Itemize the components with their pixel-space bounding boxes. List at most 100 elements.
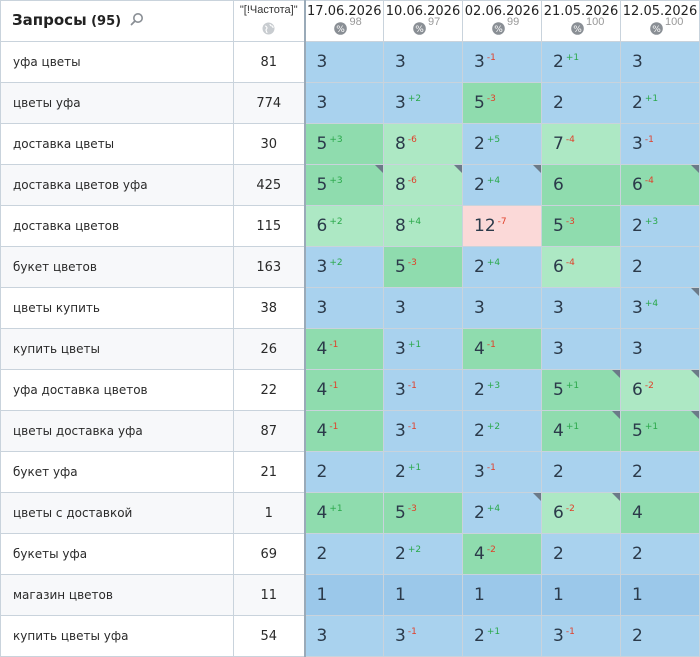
position-cell[interactable]: 2 +3	[620, 205, 700, 247]
search-icon[interactable]	[130, 12, 144, 31]
position-cell[interactable]: 3	[303, 615, 384, 657]
position-cell[interactable]: 3	[303, 41, 384, 83]
position-cell[interactable]: 4 +1	[303, 492, 384, 534]
query-text[interactable]: доставка цветов	[0, 205, 234, 247]
table-row[interactable]: цветы уфа 774 3 3 +2 5 -3 2 2 +1	[0, 82, 700, 124]
position-cell[interactable]: 2	[541, 533, 621, 575]
date-header-2[interactable]: 02.06.2026% 99	[462, 0, 542, 42]
table-row[interactable]: магазин цветов 11 1 1 1 1 1	[0, 574, 700, 616]
query-text[interactable]: цветы уфа	[0, 82, 234, 124]
table-row[interactable]: уфа доставка цветов 22 4 -1 3 -1 2 +3 5 +1 6 -2	[0, 369, 700, 411]
position-cell[interactable]: 5 -3	[383, 492, 463, 534]
position-cell[interactable]: 2	[541, 82, 621, 124]
position-cell[interactable]: 3	[541, 287, 621, 329]
query-text[interactable]: купить цветы	[0, 328, 234, 370]
position-cell[interactable]: 2 +2	[383, 533, 463, 575]
table-row[interactable]: купить цветы уфа 54 3 3 -1 2 +1 3 -1 2	[0, 615, 700, 657]
position-cell[interactable]: 5 +1	[541, 369, 621, 411]
position-cell[interactable]: 1	[462, 574, 542, 616]
table-row[interactable]: цветы купить 38 3 3 3 3 3 +4	[0, 287, 700, 329]
position-cell[interactable]: 2	[620, 451, 700, 493]
position-cell[interactable]: 3	[303, 82, 384, 124]
position-cell[interactable]: 6 +2	[303, 205, 384, 247]
position-cell[interactable]: 3 -1	[541, 615, 621, 657]
table-row[interactable]: купить цветы 26 4 -1 3 +1 4 -1 3 3	[0, 328, 700, 370]
position-cell[interactable]: 3	[383, 41, 463, 83]
position-cell[interactable]: 6 -4	[541, 246, 621, 288]
position-cell[interactable]: 3	[620, 41, 700, 83]
table-row[interactable]: букет уфа 21 2 2 +1 3 -1 2 2	[0, 451, 700, 493]
position-cell[interactable]: 3	[620, 328, 700, 370]
position-cell[interactable]: 2	[303, 451, 384, 493]
date-header-1[interactable]: 10.06.2026% 97	[383, 0, 463, 42]
date-header-4[interactable]: 12.05.2026% 100	[620, 0, 700, 42]
table-row[interactable]: доставка цветы 30 5 +3 8 -6 2 +5 7 -4 3 -1	[0, 123, 700, 165]
position-cell[interactable]: 8 -6	[383, 164, 463, 206]
query-text[interactable]: букет уфа	[0, 451, 234, 493]
position-cell[interactable]: 5 -3	[383, 246, 463, 288]
position-cell[interactable]: 5 -3	[541, 205, 621, 247]
query-text[interactable]: доставка цветов уфа	[0, 164, 234, 206]
query-text[interactable]: купить цветы уфа	[0, 615, 234, 657]
position-cell[interactable]: 4 -1	[303, 328, 384, 370]
position-cell[interactable]: 3	[303, 287, 384, 329]
position-cell[interactable]: 6	[541, 164, 621, 206]
position-cell[interactable]: 2 +5	[462, 123, 542, 165]
table-row[interactable]: уфа цветы 81 3 3 3 -1 2 +1 3	[0, 41, 700, 83]
query-text[interactable]: букеты уфа	[0, 533, 234, 575]
position-cell[interactable]: 2	[620, 246, 700, 288]
table-row[interactable]: цветы с доставкой 1 4 +1 5 -3 2 +4 6 -2 4	[0, 492, 700, 534]
position-cell[interactable]: 3	[462, 287, 542, 329]
table-row[interactable]: букет цветов 163 3 +2 5 -3 2 +4 6 -4 2	[0, 246, 700, 288]
position-cell[interactable]: 1	[383, 574, 463, 616]
position-cell[interactable]: 3 -1	[383, 615, 463, 657]
position-cell[interactable]: 6 -4	[620, 164, 700, 206]
position-cell[interactable]: 3 -1	[383, 369, 463, 411]
position-cell[interactable]: 4	[620, 492, 700, 534]
table-row[interactable]: цветы доставка уфа 87 4 -1 3 -1 2 +2 4 +1 5 +1	[0, 410, 700, 452]
position-cell[interactable]: 2 +1	[462, 615, 542, 657]
position-cell[interactable]: 4 -2	[462, 533, 542, 575]
position-cell[interactable]: 3 +2	[383, 82, 463, 124]
position-cell[interactable]: 2	[541, 451, 621, 493]
position-cell[interactable]: 2 +1	[383, 451, 463, 493]
query-text[interactable]: уфа доставка цветов	[0, 369, 234, 411]
position-cell[interactable]: 7 -4	[541, 123, 621, 165]
query-text[interactable]: букет цветов	[0, 246, 234, 288]
position-cell[interactable]: 12 -7	[462, 205, 542, 247]
position-cell[interactable]: 3 -1	[462, 41, 542, 83]
position-cell[interactable]: 5 +3	[303, 123, 384, 165]
position-cell[interactable]: 2 +1	[541, 41, 621, 83]
position-cell[interactable]: 2 +4	[462, 492, 542, 534]
position-cell[interactable]: 5 +3	[303, 164, 384, 206]
frequency-header[interactable]: "[!Частота]"	[233, 0, 305, 42]
position-cell[interactable]: 2	[303, 533, 384, 575]
table-row[interactable]: доставка цветов 115 6 +2 8 +4 12 -7 5 -3 2 +3	[0, 205, 700, 247]
position-cell[interactable]: 4 -1	[303, 369, 384, 411]
position-cell[interactable]: 3	[383, 287, 463, 329]
table-row[interactable]: доставка цветов уфа 425 5 +3 8 -6 2 +4 6 6 -4	[0, 164, 700, 206]
position-cell[interactable]: 8 +4	[383, 205, 463, 247]
query-text[interactable]: доставка цветы	[0, 123, 234, 165]
position-cell[interactable]: 2	[620, 615, 700, 657]
position-cell[interactable]: 3 -1	[462, 451, 542, 493]
position-cell[interactable]: 4 -1	[462, 328, 542, 370]
position-cell[interactable]: 4 -1	[303, 410, 384, 452]
query-text[interactable]: уфа цветы	[0, 41, 234, 83]
position-cell[interactable]: 1	[620, 574, 700, 616]
position-cell[interactable]: 5 +1	[620, 410, 700, 452]
position-cell[interactable]: 3	[541, 328, 621, 370]
position-cell[interactable]: 8 -6	[383, 123, 463, 165]
position-cell[interactable]: 2 +4	[462, 246, 542, 288]
position-cell[interactable]: 2 +1	[620, 82, 700, 124]
query-text[interactable]: цветы купить	[0, 287, 234, 329]
query-text[interactable]: магазин цветов	[0, 574, 234, 616]
position-cell[interactable]: 3 +4	[620, 287, 700, 329]
position-cell[interactable]: 2 +4	[462, 164, 542, 206]
position-cell[interactable]: 2 +3	[462, 369, 542, 411]
table-row[interactable]: букеты уфа 69 2 2 +2 4 -2 2 2	[0, 533, 700, 575]
query-text[interactable]: цветы доставка уфа	[0, 410, 234, 452]
position-cell[interactable]: 1	[303, 574, 384, 616]
position-cell[interactable]: 2 +2	[462, 410, 542, 452]
date-header-3[interactable]: 21.05.2026% 100	[541, 0, 621, 42]
